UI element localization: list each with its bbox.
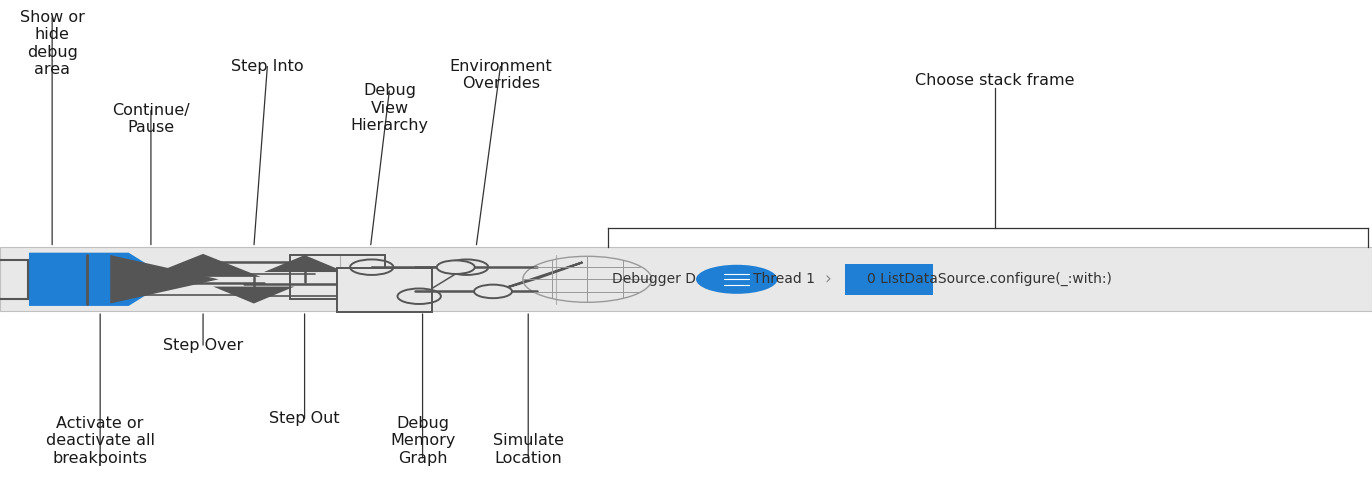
Bar — [289, 255, 384, 299]
Text: Step Over: Step Over — [163, 338, 243, 353]
Polygon shape — [145, 254, 261, 277]
Text: Activate or
deactivate all
breakpoints: Activate or deactivate all breakpoints — [45, 416, 155, 466]
Text: Thread 1: Thread 1 — [753, 272, 815, 286]
Text: Continue/
Pause: Continue/ Pause — [113, 103, 189, 135]
Circle shape — [436, 260, 475, 274]
Polygon shape — [110, 255, 218, 303]
Polygon shape — [29, 253, 172, 306]
Bar — [845, 264, 933, 295]
Text: ›: › — [825, 270, 831, 288]
Text: Debug
Memory
Graph: Debug Memory Graph — [390, 416, 456, 466]
Text: Debugger Demo: Debugger Demo — [612, 272, 726, 286]
Text: Step Into: Step Into — [232, 59, 303, 74]
Text: Environment
Overrides: Environment Overrides — [450, 59, 552, 91]
Circle shape — [475, 285, 512, 298]
Text: Step Out: Step Out — [269, 411, 340, 426]
Bar — [0, 260, 119, 299]
Text: Debug
View
Hierarchy: Debug View Hierarchy — [351, 83, 428, 133]
Text: Show or
hide
debug
area: Show or hide debug area — [19, 10, 85, 77]
Text: 0 ListDataSource.configure(_:with:): 0 ListDataSource.configure(_:with:) — [867, 272, 1111, 286]
Text: Choose stack frame: Choose stack frame — [915, 73, 1074, 88]
Text: ›: › — [711, 270, 718, 288]
Text: Simulate
Location: Simulate Location — [493, 433, 564, 466]
Circle shape — [696, 265, 778, 294]
Bar — [338, 269, 432, 312]
Polygon shape — [213, 287, 295, 303]
Polygon shape — [263, 255, 346, 272]
Bar — [0, 247, 1372, 311]
